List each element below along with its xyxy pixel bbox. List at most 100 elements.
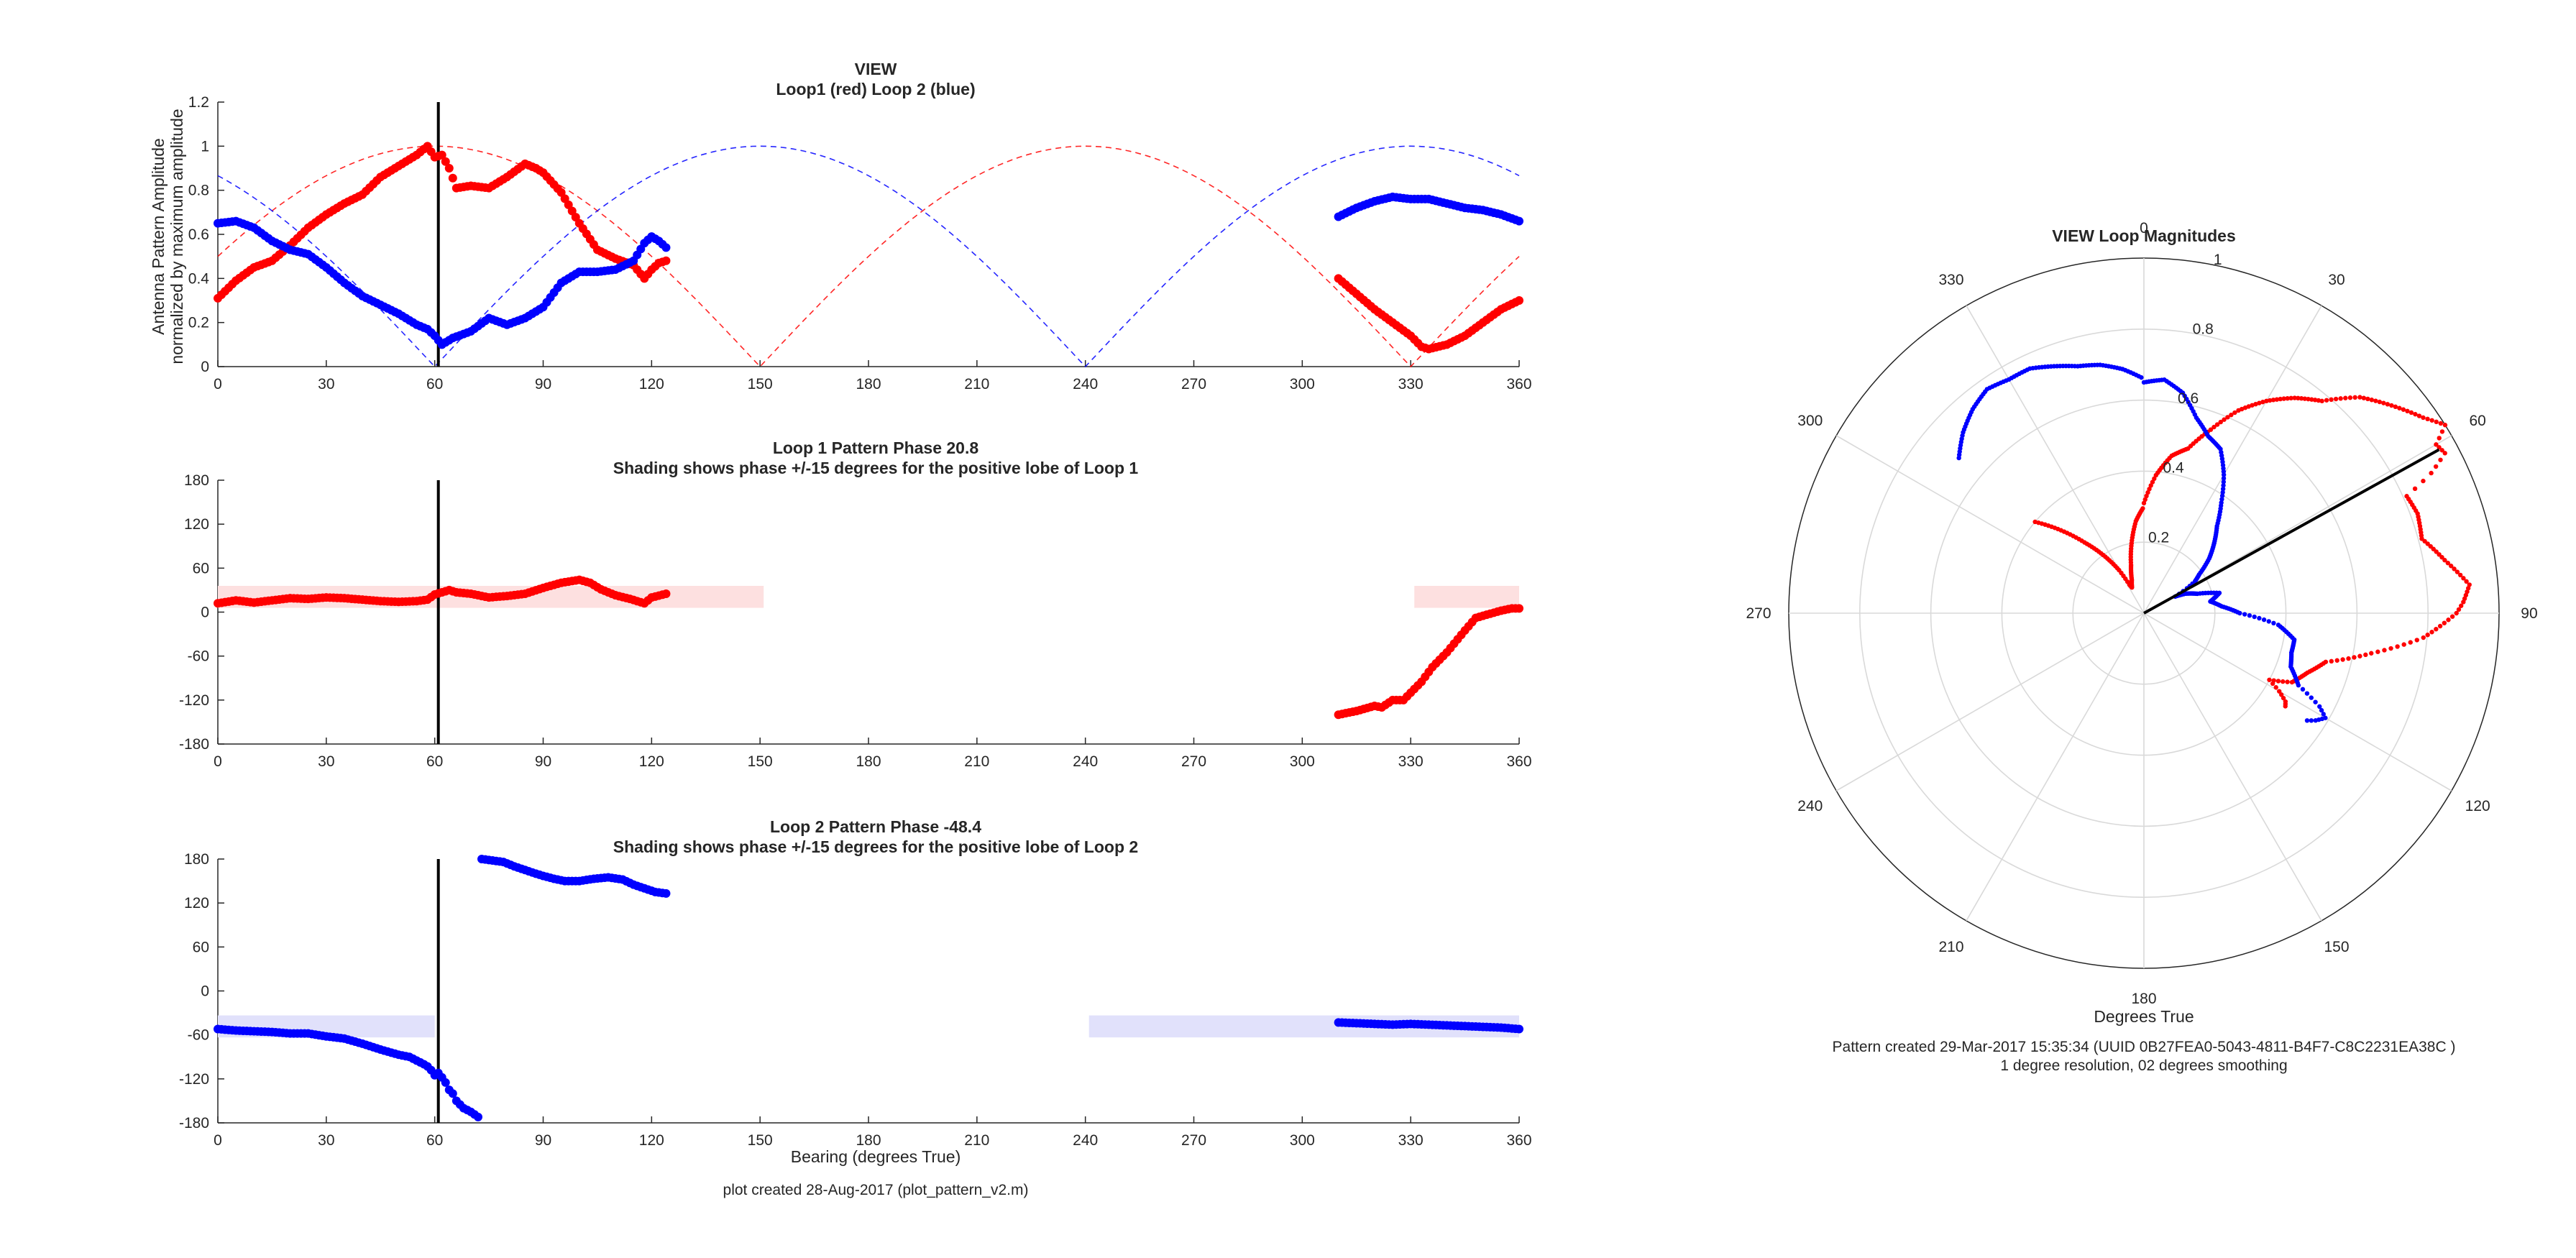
polar-loop2-point xyxy=(2220,486,2226,492)
polar-loop1-point xyxy=(2267,677,2272,682)
polar-loop2-point xyxy=(2221,479,2227,485)
loop1-phase-axes: 0 30 60 90 120 150 180 210 240 270 300 330 360 -180 -1… xyxy=(179,472,1532,770)
loop1-phase-loop1-point xyxy=(1515,604,1523,613)
polar-loop2-point xyxy=(2252,614,2257,620)
polar-loop1-point xyxy=(2465,586,2471,591)
polar-loop1-point xyxy=(2442,451,2447,456)
polar-grid-spoke xyxy=(1966,612,2145,922)
loop2-phase-loop2-point xyxy=(441,1078,450,1087)
polar-loop1-point xyxy=(2425,632,2430,638)
polar-loop1-point xyxy=(2439,555,2444,560)
loop2-phase-x-tick-label: 60 xyxy=(426,1132,443,1149)
polar-panel: VIEW Loop Magnitudes Degrees True 0 30 60 9… xyxy=(1746,220,2537,1026)
loop1-phase-y-tick-label: -60 xyxy=(188,648,209,665)
polar-loop1-point xyxy=(2434,419,2439,425)
loop1-phase-y-tick-label: -180 xyxy=(179,736,209,753)
polar-radius-label: 0.2 xyxy=(2148,529,2169,546)
polar-loop1-point xyxy=(2437,552,2442,557)
polar-loop1-point xyxy=(2268,398,2273,403)
polar-loop1-point xyxy=(2144,493,2149,499)
polar-loop1-point xyxy=(2222,417,2227,422)
polar-loop1-point xyxy=(2257,400,2262,405)
loop2-phase-x-tick-label: 120 xyxy=(639,1132,664,1149)
polar-loop1-point xyxy=(2369,398,2375,403)
polar-loop1-point xyxy=(2334,658,2339,663)
loop1-phase-data-points xyxy=(214,575,1523,720)
polar-angle-label: 330 xyxy=(1938,272,1963,288)
polar-loop1-point xyxy=(2253,401,2258,407)
polar-angle-label: 180 xyxy=(2131,991,2156,1007)
polar-loop1-point xyxy=(2405,408,2410,414)
polar-loop1-point xyxy=(2373,398,2378,403)
polar-loop1-point xyxy=(2270,681,2275,687)
polar-loop1-point xyxy=(2421,635,2426,641)
polar-loop1-point xyxy=(2442,558,2447,563)
loop1-phase-x-tick-label: 150 xyxy=(748,753,773,770)
polar-loop1-point xyxy=(2439,448,2444,453)
polar-loop2-point xyxy=(2309,718,2314,723)
polar-angle-label: 120 xyxy=(2465,798,2490,814)
amplitude-axes: 0 30 60 90 120 150 180 210 240 270 300 330 360 0 0.2 0.… xyxy=(188,94,1532,392)
loop1-phase-x-tick-label: 360 xyxy=(1506,753,1531,770)
amplitude-x-tick-label: 270 xyxy=(1181,376,1206,392)
polar-loop2-point xyxy=(2271,620,2276,626)
polar-loop1-point xyxy=(2454,610,2459,616)
polar-loop1-point xyxy=(2316,398,2321,403)
polar-loop1-point xyxy=(2461,576,2466,581)
amplitude-title: VIEW xyxy=(855,60,897,78)
polar-loop1-point xyxy=(2438,457,2443,462)
amplitude-loop1-point xyxy=(448,173,457,183)
polar-title: VIEW Loop Magnitudes xyxy=(2052,226,2236,245)
polar-loop1-point xyxy=(2279,692,2284,697)
polar-loop2-point xyxy=(2242,612,2247,617)
loop2-phase-loop2-point xyxy=(474,1112,482,1121)
polar-loop1-point xyxy=(2461,600,2466,605)
polar-loop1-point xyxy=(2250,403,2255,408)
polar-loop1-point xyxy=(2145,490,2150,495)
polar-loop1-point xyxy=(2434,442,2439,447)
polar-loop2-point xyxy=(2261,617,2267,623)
polar-angle-label: 30 xyxy=(2328,272,2344,288)
polar-loop1-point xyxy=(2437,436,2442,441)
polar-loop1-point xyxy=(2357,653,2362,658)
loop2-phase-subtitle: Shading shows phase +/-15 degrees for th… xyxy=(613,837,1138,856)
polar-loop1-point xyxy=(2429,470,2434,476)
polar-loop1-point xyxy=(2421,478,2426,484)
loop1-phase-y-tick-label: 60 xyxy=(193,560,209,577)
polar-loop1-point xyxy=(2140,506,2145,511)
amplitude-ylabel-line1: Antenna Pattern Amplitude xyxy=(149,138,168,335)
polar-loop1-point xyxy=(2434,549,2439,554)
loop2-phase-shading xyxy=(218,1015,1519,1038)
amplitude-ylabel-line2: normalized by maximum amplitude xyxy=(168,109,186,364)
polar-loop1-point xyxy=(2434,626,2439,632)
polar-loop1-point xyxy=(2277,689,2282,694)
loop1-phase-loop1-point xyxy=(661,589,671,599)
polar-angle-label: 240 xyxy=(1797,798,1823,814)
polar-loop1-point xyxy=(2457,572,2463,578)
polar-loop2-point xyxy=(2313,699,2318,704)
polar-loop1-point xyxy=(2393,404,2398,410)
polar-loop1-point xyxy=(2381,400,2386,405)
polar-loop1-point xyxy=(2340,657,2345,662)
polar-loop1-point xyxy=(2397,405,2402,410)
loop1-phase-x-tick-label: 120 xyxy=(639,753,664,770)
polar-loop1-point xyxy=(2449,614,2455,619)
ideal-loop1-curve xyxy=(217,145,1520,368)
polar-loop2-point xyxy=(2321,712,2326,717)
polar-loop1-point xyxy=(2232,410,2237,415)
amplitude-x-tick-label: 0 xyxy=(214,376,222,392)
amplitude-x-tick-label: 240 xyxy=(1073,376,1098,392)
polar-loop1-point xyxy=(2433,464,2439,469)
polar-loop1-point xyxy=(2437,623,2443,629)
polar-radius-label: 1 xyxy=(2214,252,2222,268)
loop2-phase-x-tick-label: 210 xyxy=(964,1132,989,1149)
polar-loop1-point xyxy=(2375,649,2380,654)
polar-loop1-point xyxy=(2218,419,2223,425)
polar-loop1-point xyxy=(2312,398,2318,403)
loop2-phase-loop2-point xyxy=(448,1089,457,1098)
polar-bearing-marker xyxy=(2143,448,2440,615)
polar-loop1-point xyxy=(2442,620,2447,625)
polar-radius-label: 0.8 xyxy=(2193,321,2214,337)
polar-loop1-point xyxy=(2414,638,2419,643)
